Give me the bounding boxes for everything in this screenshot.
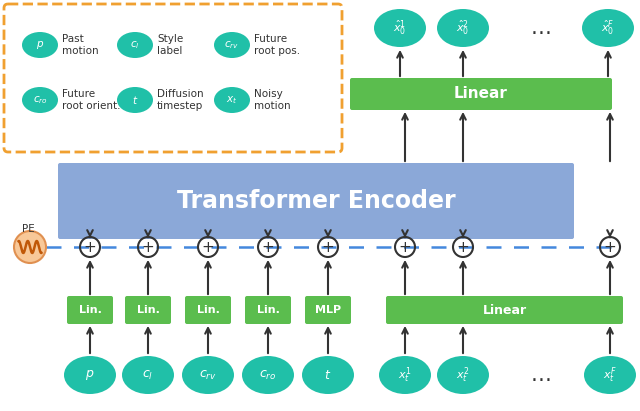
- Text: Linear: Linear: [454, 86, 508, 102]
- Ellipse shape: [437, 356, 489, 394]
- Ellipse shape: [182, 356, 234, 394]
- FancyBboxPatch shape: [67, 296, 113, 324]
- Text: $c_{ro}$: $c_{ro}$: [259, 368, 276, 381]
- FancyBboxPatch shape: [4, 4, 342, 152]
- FancyBboxPatch shape: [185, 296, 231, 324]
- Text: +: +: [456, 240, 469, 254]
- FancyBboxPatch shape: [350, 78, 612, 110]
- Text: +: +: [604, 240, 616, 254]
- Ellipse shape: [242, 356, 294, 394]
- Text: $x_t^F$: $x_t^F$: [603, 365, 617, 385]
- Text: PE: PE: [22, 224, 35, 234]
- Text: Transformer Encoder: Transformer Encoder: [177, 189, 455, 213]
- Text: Lin.: Lin.: [136, 305, 159, 315]
- FancyBboxPatch shape: [386, 296, 623, 324]
- Text: Lin.: Lin.: [79, 305, 101, 315]
- Text: $c_{ro}$: $c_{ro}$: [33, 94, 47, 106]
- Text: $p$: $p$: [36, 39, 44, 51]
- Text: +: +: [141, 240, 154, 254]
- Text: Style
label: Style label: [157, 34, 183, 56]
- Ellipse shape: [22, 87, 58, 113]
- Ellipse shape: [214, 32, 250, 58]
- Ellipse shape: [302, 356, 354, 394]
- Text: Diffusion
timestep: Diffusion timestep: [157, 89, 204, 111]
- Text: $c_l$: $c_l$: [142, 368, 154, 381]
- Ellipse shape: [22, 32, 58, 58]
- Text: $c_{rv}$: $c_{rv}$: [199, 368, 217, 381]
- Text: MLP: MLP: [315, 305, 341, 315]
- Text: +: +: [322, 240, 334, 254]
- Circle shape: [14, 231, 46, 263]
- Text: Noisy
motion: Noisy motion: [254, 89, 291, 111]
- FancyBboxPatch shape: [305, 296, 351, 324]
- Text: Linear: Linear: [483, 303, 527, 316]
- Text: $\ldots$: $\ldots$: [530, 18, 550, 38]
- Text: $x_t$: $x_t$: [227, 94, 237, 106]
- Text: +: +: [399, 240, 412, 254]
- Text: Lin.: Lin.: [257, 305, 280, 315]
- Text: $\hat{x}_0^1$: $\hat{x}_0^1$: [394, 18, 406, 37]
- Text: $t$: $t$: [132, 94, 138, 106]
- Text: Future
root orient.: Future root orient.: [62, 89, 120, 111]
- Text: Future
root pos.: Future root pos.: [254, 34, 300, 56]
- Text: +: +: [262, 240, 275, 254]
- Ellipse shape: [117, 32, 153, 58]
- Text: Past
motion: Past motion: [62, 34, 99, 56]
- FancyBboxPatch shape: [245, 296, 291, 324]
- Ellipse shape: [379, 356, 431, 394]
- Text: $c_l$: $c_l$: [130, 39, 140, 51]
- Text: $x_t^2$: $x_t^2$: [456, 365, 470, 385]
- Ellipse shape: [122, 356, 174, 394]
- Ellipse shape: [584, 356, 636, 394]
- Text: $\hat{x}_0^F$: $\hat{x}_0^F$: [601, 18, 615, 37]
- Text: $x_t^1$: $x_t^1$: [398, 365, 412, 385]
- Ellipse shape: [582, 9, 634, 47]
- Ellipse shape: [117, 87, 153, 113]
- Text: +: +: [202, 240, 214, 254]
- Ellipse shape: [214, 87, 250, 113]
- Text: $c_{rv}$: $c_{rv}$: [225, 39, 239, 51]
- Ellipse shape: [374, 9, 426, 47]
- Text: $t$: $t$: [324, 369, 332, 381]
- Text: Lin.: Lin.: [196, 305, 220, 315]
- Text: $p$: $p$: [85, 368, 95, 382]
- Ellipse shape: [64, 356, 116, 394]
- Ellipse shape: [437, 9, 489, 47]
- Text: $\hat{x}_0^2$: $\hat{x}_0^2$: [456, 18, 470, 37]
- FancyBboxPatch shape: [125, 296, 171, 324]
- Text: $\ldots$: $\ldots$: [530, 365, 550, 385]
- FancyBboxPatch shape: [58, 163, 574, 239]
- Text: +: +: [84, 240, 97, 254]
